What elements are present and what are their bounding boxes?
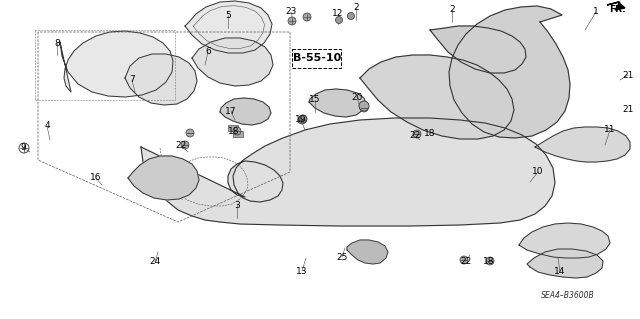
Text: 18: 18 [483,256,495,265]
Polygon shape [607,2,625,10]
Circle shape [298,116,306,124]
Polygon shape [125,54,197,105]
Text: 7: 7 [129,76,135,85]
Text: 24: 24 [149,257,161,266]
Polygon shape [360,55,514,139]
Text: 16: 16 [90,174,102,182]
Text: 21: 21 [622,70,634,79]
Text: 25: 25 [336,253,348,262]
Text: 14: 14 [554,268,566,277]
Text: 3: 3 [234,201,240,210]
Polygon shape [449,6,570,138]
Text: 5: 5 [225,11,231,19]
Text: SEA4–B3600B: SEA4–B3600B [541,292,595,300]
Text: 20: 20 [351,93,363,101]
Text: 4: 4 [44,122,50,130]
Text: 8: 8 [54,39,60,48]
Polygon shape [60,31,173,97]
Text: 17: 17 [225,107,237,115]
Polygon shape [527,249,603,278]
Text: 6: 6 [205,48,211,56]
Text: 18: 18 [424,129,436,137]
Polygon shape [141,118,555,226]
Text: 11: 11 [604,125,616,135]
Circle shape [359,101,369,111]
Text: 19: 19 [295,115,307,124]
Text: 23: 23 [285,8,297,17]
Text: 21: 21 [622,106,634,115]
Text: B-55-10: B-55-10 [293,53,341,63]
Text: 22: 22 [175,140,187,150]
Text: 2: 2 [449,5,455,14]
Circle shape [348,12,355,19]
Text: 18: 18 [228,128,240,137]
Circle shape [335,17,342,24]
Circle shape [413,130,421,138]
Bar [233,131,243,137]
Polygon shape [309,89,366,117]
Text: 10: 10 [532,167,544,176]
Text: 2: 2 [353,4,359,12]
Circle shape [460,256,468,264]
Bar [228,125,238,131]
Circle shape [186,129,194,137]
Circle shape [181,141,189,149]
Text: 22: 22 [460,256,472,265]
Polygon shape [519,223,610,258]
Text: 13: 13 [296,266,308,276]
Circle shape [360,104,368,112]
Polygon shape [220,98,271,125]
Circle shape [303,13,311,21]
Polygon shape [347,240,388,264]
Text: FR.: FR. [609,5,625,14]
Text: 1: 1 [593,8,599,17]
Circle shape [288,17,296,25]
Circle shape [486,257,494,265]
Polygon shape [430,26,526,73]
Polygon shape [192,38,273,86]
Text: 9: 9 [20,144,26,152]
Polygon shape [535,127,630,162]
Polygon shape [185,1,272,53]
Circle shape [299,115,307,123]
Text: 22: 22 [410,130,420,139]
Text: 12: 12 [332,10,344,19]
Circle shape [233,127,241,135]
Polygon shape [128,156,199,200]
Text: 15: 15 [309,95,321,105]
